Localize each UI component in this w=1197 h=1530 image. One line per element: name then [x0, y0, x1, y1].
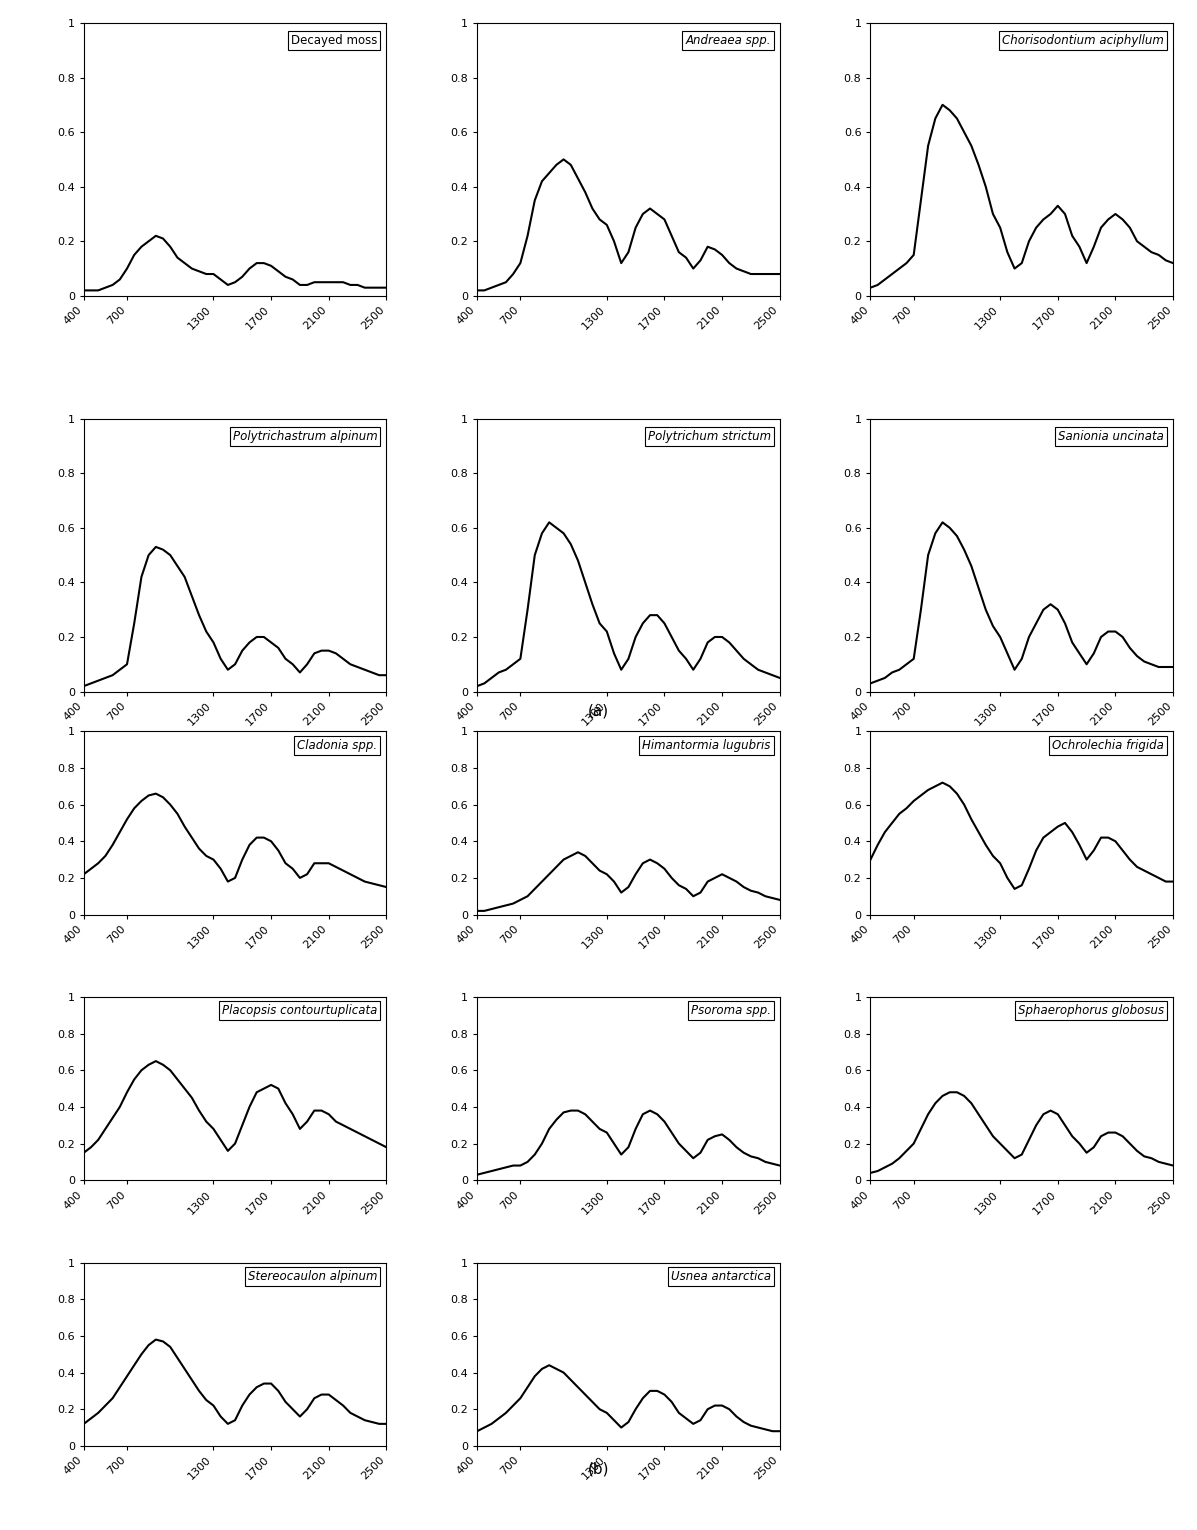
Text: Psoroma spp.: Psoroma spp.: [691, 1004, 771, 1017]
Text: Placopsis contourtuplicata: Placopsis contourtuplicata: [221, 1004, 377, 1017]
Text: Polytrichum strictum: Polytrichum strictum: [648, 430, 771, 442]
Text: Decayed moss: Decayed moss: [291, 34, 377, 47]
Text: Sphaerophorus globosus: Sphaerophorus globosus: [1017, 1004, 1163, 1017]
Text: Ochrolechia frigida: Ochrolechia frigida: [1052, 739, 1163, 751]
Text: (b): (b): [588, 1461, 609, 1476]
Text: Andreaea spp.: Andreaea spp.: [685, 34, 771, 47]
Text: (a): (a): [588, 704, 609, 719]
Text: Himantormia lugubris: Himantormia lugubris: [643, 739, 771, 751]
Text: Polytrichastrum alpinum: Polytrichastrum alpinum: [232, 430, 377, 442]
Text: Chorisodontium aciphyllum: Chorisodontium aciphyllum: [1002, 34, 1163, 47]
Text: Cladonia spp.: Cladonia spp.: [297, 739, 377, 751]
Text: Stereocaulon alpinum: Stereocaulon alpinum: [248, 1270, 377, 1284]
Text: Sanionia uncinata: Sanionia uncinata: [1058, 430, 1163, 442]
Text: Usnea antarctica: Usnea antarctica: [670, 1270, 771, 1284]
